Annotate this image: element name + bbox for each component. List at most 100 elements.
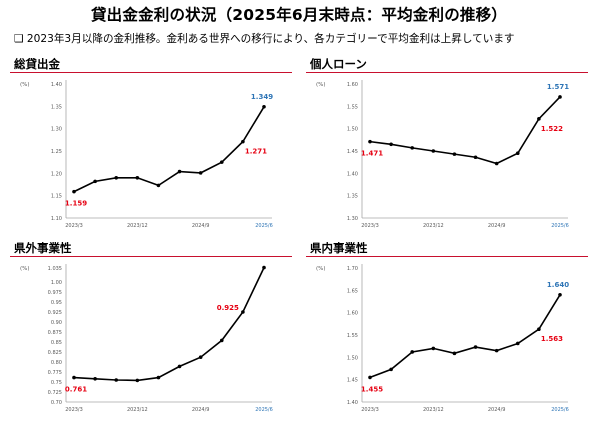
data-label: 1.349 [251,93,273,101]
data-point [537,327,541,331]
data-point [177,169,182,174]
y-tick-label: 1.40 [51,82,62,88]
y-tick-label: 1.50 [347,127,358,133]
data-point [135,378,140,383]
y-tick-label: 1.60 [347,311,358,317]
data-point [241,310,245,314]
panel-out-of-prefecture-business: 県外事業性 (%) 0.70 0.725 0.75 0.775 0.80 0.825 0.85… [10,240,292,422]
data-label: 1.455 [361,385,383,393]
data-point [558,95,562,99]
data-point [262,265,266,270]
data-label: 1.640 [547,281,569,289]
data-label: 1.563 [541,335,563,343]
panel-in-prefecture-business: 県内事業性 (%) 1.40 1.45 1.50 1.55 1.60 1.65 1.70 202… [306,240,588,422]
y-tick-label: 1.035 [48,266,62,272]
data-label: 0.761 [65,386,87,394]
series-line [369,294,561,379]
y-tick-label: 1.50 [347,355,358,361]
y-tick-label: 1.45 [347,378,358,384]
bullet-box-icon: ❑ [14,33,24,45]
x-tick-label: 2024/9 [192,407,210,413]
x-tick-label: 2023/12 [127,223,148,229]
y-tick-label: 1.55 [347,104,358,110]
y-tick-label: 0.925 [48,310,62,316]
data-point [198,355,203,359]
chart-personal-loans: (%) 1.30 1.35 1.40 1.45 1.50 1.55 1.60 2023/3 202… [316,80,569,229]
data-point [114,176,119,180]
series-line [73,106,265,193]
data-point [156,375,161,380]
panel-total-loans: 総貸出金 (%) 1.10 1.15 1.20 1.25 1.30 1.35 1.40 2023… [10,56,292,238]
data-point [389,367,393,372]
data-point [515,151,520,156]
x-tick-label: 2024/9 [488,407,506,413]
y-tick-label: 0.975 [48,290,62,296]
y-tick-label: 1.40 [347,171,358,177]
y-tick-label: 0.95 [51,300,62,306]
y-tick-label: 1.70 [347,266,358,272]
data-point [241,139,245,144]
panel-header: 県内事業性 [306,240,588,257]
y-tick-label: 0.90 [51,320,62,326]
x-tick-label: 2023/3 [65,223,83,229]
page-title: 貸出金金利の状況（2025年6月末時点：平均金利の推移） [90,6,508,24]
data-point [72,375,76,380]
x-tick-label: 2023/3 [65,407,83,413]
data-label: 1.571 [547,83,569,91]
y-tick-label: 1.20 [51,171,62,177]
data-point [177,364,182,369]
x-tick-label: 2025/6 [551,407,569,413]
data-point [410,146,415,150]
x-tick-label: 2023/12 [423,407,444,413]
data-label: 1.036 [251,260,273,262]
data-point [494,161,499,166]
data-point [135,176,140,180]
y-tick-label: 1.00 [51,280,62,286]
chart-out-of-prefecture-business: (%) 0.70 0.725 0.75 0.775 0.80 0.825 0.85 0.875 0… [20,260,273,413]
y-tick-label: 1.55 [347,333,358,339]
data-point [473,155,478,160]
panel-title: 総貸出金 [14,57,60,71]
data-point [431,149,436,153]
data-point [410,350,415,354]
x-tick-label: 2023/3 [361,223,379,229]
data-point [368,375,372,380]
y-tick-label: 0.825 [48,350,62,356]
x-tick-label: 2023/12 [423,223,444,229]
data-point [515,341,520,346]
y-tick-label: 1.45 [347,149,358,155]
y-tick-label: 1.35 [51,104,62,110]
unit-label: (%) [316,82,326,88]
y-tick-label: 0.875 [48,330,62,336]
data-point [72,189,76,194]
data-point [198,171,203,175]
y-tick-label: 1.15 [51,194,62,200]
page-subtitle: ❑ 2023年3月以降の金利推移。金利ある世界への移行により、各カテゴリーで平均… [14,31,515,46]
data-label: 1.471 [361,150,383,158]
y-tick-label: 0.80 [51,360,62,366]
y-tick-label: 0.725 [48,390,62,396]
y-tick-label: 1.25 [51,149,62,155]
data-point [114,378,119,382]
series-line [369,96,561,165]
data-point [537,117,541,121]
data-label: 1.522 [541,125,563,133]
x-tick-label: 2023/3 [361,407,379,413]
data-point [452,152,457,156]
x-tick-label: 2024/9 [192,223,210,229]
y-tick-label: 1.35 [347,194,358,200]
y-tick-label: 1.60 [347,82,358,88]
y-tick-label: 1.30 [51,127,62,133]
data-label: 1.159 [65,200,87,208]
unit-label: (%) [316,266,326,272]
chart-total-loans: (%) 1.10 1.15 1.20 1.25 1.30 1.35 1.40 2023/3 202… [20,80,273,229]
chart-in-prefecture-business: (%) 1.40 1.45 1.50 1.55 1.60 1.65 1.70 2023/3 202… [316,264,569,413]
y-tick-label: 0.70 [51,400,62,406]
panel-personal-loans: 個人ローン (%) 1.30 1.35 1.40 1.45 1.50 1.55 1.60 202… [306,56,588,238]
y-tick-label: 0.85 [51,340,62,346]
panel-title: 県内事業性 [310,241,368,255]
data-label: 1.271 [245,148,267,156]
y-tick-label: 1.10 [51,216,62,222]
data-point [93,179,97,184]
y-tick-label: 1.65 [347,288,358,294]
